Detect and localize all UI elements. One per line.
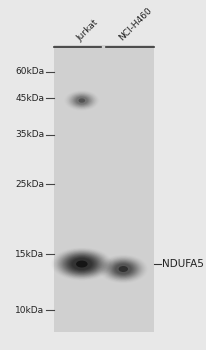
- Ellipse shape: [69, 257, 94, 271]
- Text: 15kDa: 15kDa: [15, 250, 44, 259]
- Ellipse shape: [115, 264, 131, 274]
- Ellipse shape: [110, 261, 137, 277]
- Text: NDUFA5: NDUFA5: [162, 259, 204, 269]
- Ellipse shape: [114, 263, 132, 275]
- Ellipse shape: [57, 251, 107, 278]
- Ellipse shape: [74, 96, 90, 105]
- Text: NCI-H460: NCI-H460: [117, 6, 153, 43]
- Ellipse shape: [61, 252, 103, 276]
- Ellipse shape: [76, 261, 88, 267]
- Ellipse shape: [119, 266, 128, 272]
- Ellipse shape: [58, 251, 106, 277]
- Ellipse shape: [75, 96, 89, 105]
- Text: 60kDa: 60kDa: [15, 67, 44, 76]
- Text: Jurkat: Jurkat: [75, 18, 101, 43]
- Ellipse shape: [109, 260, 138, 278]
- Ellipse shape: [62, 253, 102, 275]
- Ellipse shape: [67, 256, 97, 273]
- Ellipse shape: [72, 258, 92, 270]
- Ellipse shape: [64, 254, 99, 274]
- Ellipse shape: [70, 258, 93, 271]
- Ellipse shape: [78, 98, 85, 103]
- Text: 45kDa: 45kDa: [16, 94, 44, 103]
- Ellipse shape: [76, 97, 88, 104]
- Ellipse shape: [108, 260, 139, 278]
- Ellipse shape: [111, 261, 136, 276]
- Ellipse shape: [66, 255, 98, 273]
- Ellipse shape: [113, 263, 133, 275]
- Ellipse shape: [59, 252, 104, 276]
- Text: 25kDa: 25kDa: [16, 180, 44, 189]
- Ellipse shape: [112, 262, 135, 276]
- Ellipse shape: [75, 96, 88, 105]
- Ellipse shape: [107, 259, 140, 279]
- Text: 10kDa: 10kDa: [15, 306, 44, 315]
- Ellipse shape: [68, 256, 96, 272]
- Text: 35kDa: 35kDa: [15, 130, 44, 139]
- FancyBboxPatch shape: [54, 45, 154, 332]
- Ellipse shape: [63, 254, 101, 274]
